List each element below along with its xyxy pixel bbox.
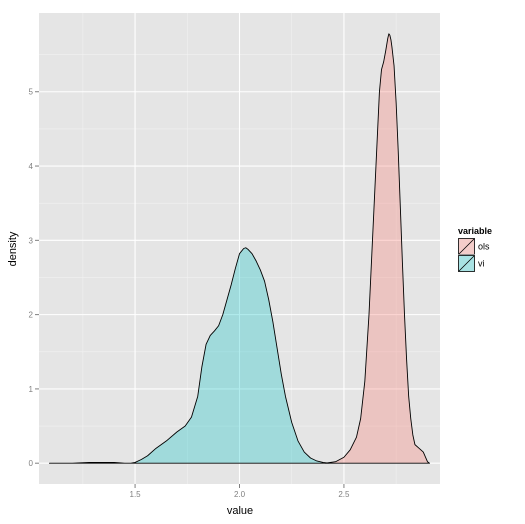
- y-tick-label: 1: [29, 385, 34, 394]
- x-tick-label: 2.5: [338, 490, 350, 499]
- y-tick-label: 2: [29, 311, 34, 320]
- legend-title: variable: [458, 226, 492, 236]
- y-tick-label: 5: [29, 88, 34, 97]
- legend-label-ols: ols: [478, 242, 490, 252]
- legend-entries: ols vi: [458, 238, 490, 272]
- y-tick-label: 3: [29, 236, 34, 245]
- x-axis-title: value: [227, 505, 253, 517]
- y-tick-label: 0: [29, 459, 34, 468]
- legend-label-vi: vi: [478, 259, 485, 269]
- legend: variable ols vi: [458, 226, 492, 272]
- x-tick-label: 2.0: [234, 490, 246, 499]
- y-tick-label: 4: [29, 162, 34, 171]
- y-axis-title: density: [7, 231, 19, 266]
- y-axis-ticks: 0 1 2 3 4 5: [29, 88, 39, 468]
- x-axis-ticks: 1.5 2.0 2.5: [130, 484, 351, 499]
- x-tick-label: 1.5: [130, 490, 142, 499]
